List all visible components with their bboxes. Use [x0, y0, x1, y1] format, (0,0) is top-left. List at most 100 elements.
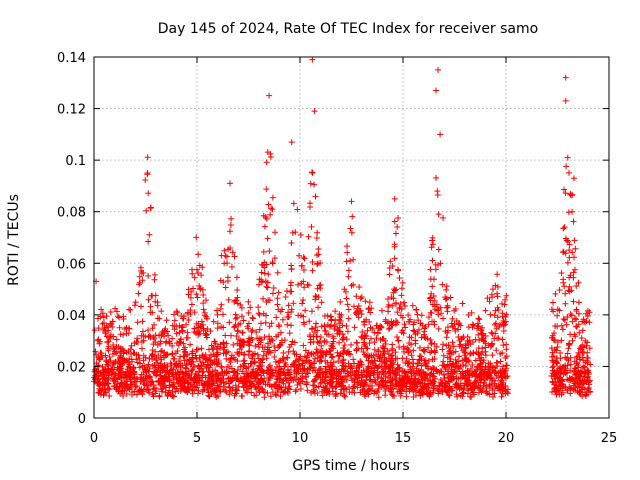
x-tick-labels: 0 5 10 15 20 25	[90, 431, 617, 446]
data-point	[562, 354, 569, 361]
data-point	[260, 348, 267, 355]
data-point	[120, 315, 127, 322]
data-point	[270, 290, 277, 297]
data-point	[477, 370, 484, 377]
data-point	[582, 392, 589, 399]
data-point	[431, 297, 438, 304]
data-point	[217, 305, 224, 312]
data-point	[213, 376, 220, 383]
data-point	[140, 270, 147, 277]
data-point	[367, 370, 374, 377]
data-point	[282, 374, 289, 381]
data-point	[96, 382, 103, 389]
data-point	[309, 382, 316, 389]
data-point	[386, 265, 393, 272]
data-point	[315, 245, 322, 252]
data-point	[255, 379, 262, 386]
data-point	[118, 362, 125, 369]
data-point	[422, 357, 429, 364]
data-point	[111, 348, 118, 355]
data-point	[103, 313, 110, 320]
data-point	[241, 384, 248, 391]
data-point	[385, 370, 392, 377]
data-point	[382, 368, 389, 375]
data-point	[444, 308, 451, 315]
data-point	[276, 383, 283, 390]
data-point	[367, 309, 374, 316]
data-point	[193, 320, 200, 327]
data-point	[229, 384, 236, 391]
data-point	[234, 287, 241, 294]
data-point	[309, 56, 316, 63]
data-point	[391, 241, 398, 248]
data-point	[285, 313, 292, 320]
data-point	[336, 339, 343, 346]
data-point	[417, 320, 424, 327]
data-point	[443, 334, 450, 341]
data-point	[104, 324, 111, 331]
data-point	[136, 281, 143, 288]
data-point	[345, 315, 352, 322]
data-point	[119, 346, 126, 353]
data-point	[267, 393, 274, 400]
data-point	[305, 282, 312, 289]
data-point	[477, 374, 484, 381]
data-point	[149, 325, 156, 332]
data-point	[435, 325, 442, 332]
data-point	[459, 300, 466, 307]
data-point	[264, 389, 271, 396]
data-point	[151, 276, 158, 283]
data-point	[144, 382, 151, 389]
data-point	[333, 375, 340, 382]
data-point	[239, 392, 246, 399]
data-point	[231, 253, 238, 260]
data-point	[574, 353, 581, 360]
data-point	[492, 367, 499, 374]
data-point	[381, 356, 388, 363]
data-point	[554, 312, 561, 319]
data-point	[170, 311, 177, 318]
data-point	[200, 321, 207, 328]
data-point	[124, 385, 131, 392]
chart-title: Day 145 of 2024, Rate Of TEC Index for r…	[158, 21, 538, 37]
data-point	[476, 363, 483, 370]
data-point	[214, 311, 221, 318]
data-point	[419, 383, 426, 390]
data-point	[188, 288, 195, 295]
data-point	[115, 372, 122, 379]
data-point	[280, 380, 287, 387]
data-point	[459, 370, 466, 377]
data-point	[295, 356, 302, 363]
data-point	[376, 382, 383, 389]
data-point	[228, 215, 235, 222]
data-point	[444, 388, 451, 395]
data-point	[231, 372, 238, 379]
data-point	[550, 363, 557, 370]
data-point	[126, 355, 133, 362]
data-point	[415, 317, 422, 324]
data-point	[146, 231, 153, 238]
data-point	[358, 359, 365, 366]
data-point	[165, 338, 172, 345]
data-point	[273, 382, 280, 389]
data-point	[564, 237, 571, 244]
data-point	[116, 324, 123, 331]
data-point	[498, 300, 505, 307]
data-point	[303, 373, 310, 380]
data-point	[299, 360, 306, 367]
data-point	[173, 330, 180, 337]
data-point	[297, 232, 304, 239]
data-point	[266, 297, 273, 304]
data-point	[321, 376, 328, 383]
y-axis-label: ROTI / TECUs	[6, 194, 22, 286]
data-point	[152, 390, 159, 397]
data-point	[493, 359, 500, 366]
data-point	[151, 362, 158, 369]
data-point	[107, 331, 114, 338]
data-point	[368, 305, 375, 312]
data-point	[308, 308, 315, 315]
data-point	[139, 328, 146, 335]
data-point	[152, 332, 159, 339]
data-point	[112, 305, 119, 312]
data-point	[174, 362, 181, 369]
